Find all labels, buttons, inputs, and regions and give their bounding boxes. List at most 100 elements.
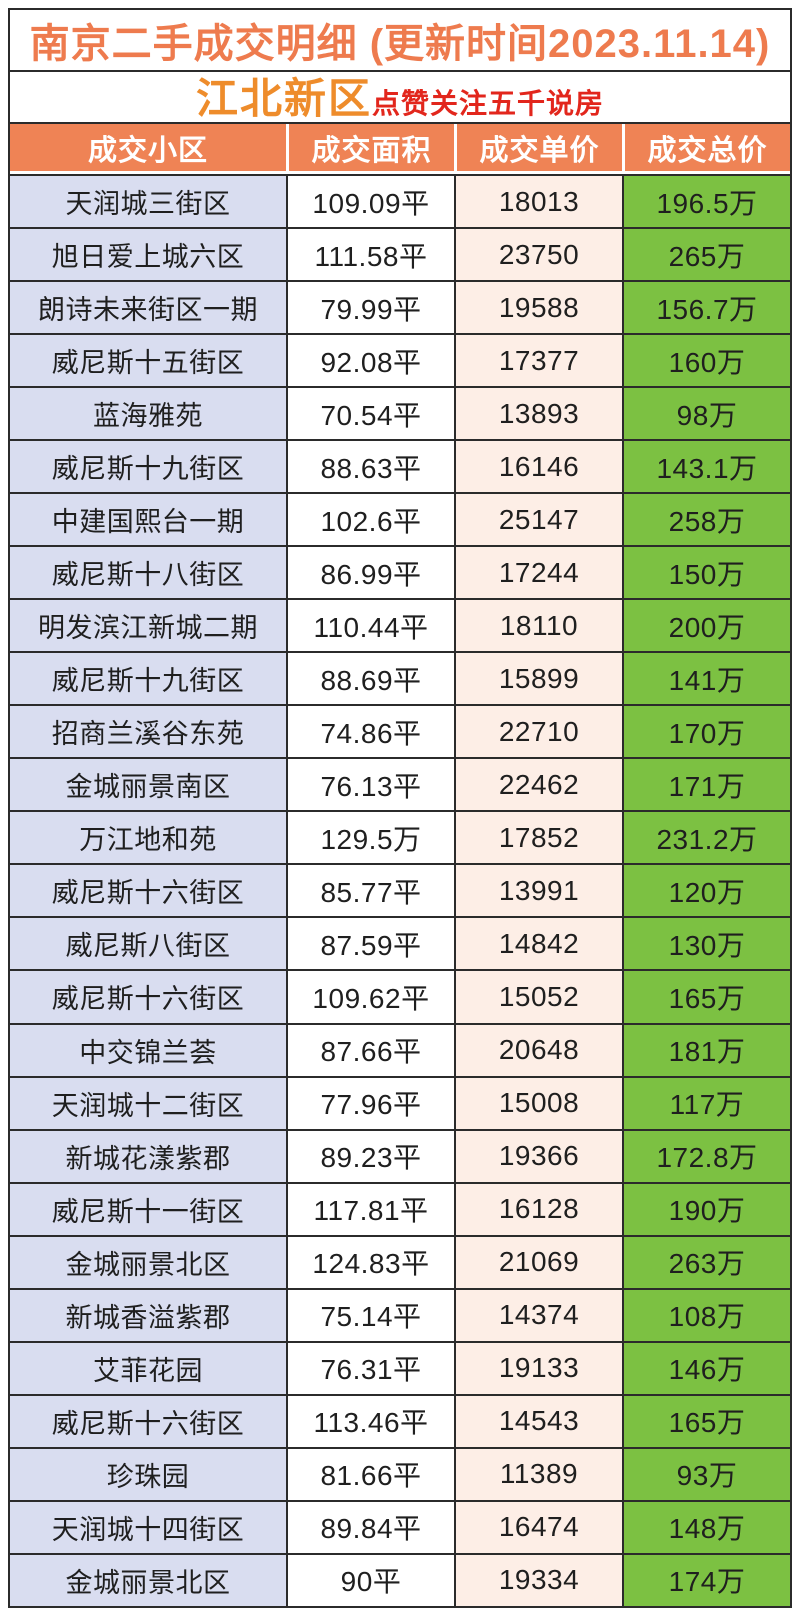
- community-cell: 朗诗未来街区一期: [10, 282, 286, 334]
- table-row: 新城花漾紫郡 89.23平 19366 172.8万: [10, 1128, 790, 1182]
- area-cell: 117.81平: [286, 1183, 454, 1235]
- area-cell: 86.99平: [286, 547, 454, 599]
- area-cell: 113.46平: [286, 1395, 454, 1447]
- total-price-cell: 143.1万: [622, 441, 790, 493]
- total-price-cell: 181万: [622, 1024, 790, 1076]
- column-header-3: 成交总价: [622, 124, 790, 171]
- table-row: 威尼斯十九街区 88.69平 15899 141万: [10, 651, 790, 705]
- table-row: 威尼斯十九街区 88.63平 16146 143.1万: [10, 439, 790, 493]
- table-row: 招商兰溪谷东苑 74.86平 22710 170万: [10, 704, 790, 758]
- total-price-cell: 156.7万: [622, 282, 790, 334]
- area-cell: 85.77平: [286, 865, 454, 917]
- area-cell: 79.99平: [286, 282, 454, 334]
- community-cell: 艾菲花园: [10, 1342, 286, 1394]
- community-cell: 威尼斯十一街区: [10, 1183, 286, 1235]
- table-row: 中交锦兰荟 87.66平 20648 181万: [10, 1022, 790, 1076]
- table-row: 威尼斯十六街区 109.62平 15052 165万: [10, 969, 790, 1023]
- table-row: 中建国熙台一期 102.6平 25147 258万: [10, 492, 790, 546]
- unit-price-cell: 13893: [454, 388, 622, 440]
- total-price-cell: 200万: [622, 600, 790, 652]
- column-header-0: 成交小区: [87, 134, 208, 167]
- area-cell: 109.62平: [286, 971, 454, 1023]
- unit-price-cell: 13991: [454, 865, 622, 917]
- district-label: 江北新区: [195, 75, 372, 122]
- area-cell: 76.31平: [286, 1342, 454, 1394]
- table-row: 珍珠园 81.66平 11389 93万: [10, 1446, 790, 1500]
- community-cell: 威尼斯十五街区: [10, 335, 286, 387]
- community-cell: 金城丽景北区: [10, 1236, 286, 1288]
- total-price-cell: 165万: [622, 971, 790, 1023]
- total-price-cell: 130万: [622, 918, 790, 970]
- community-cell: 天润城十二街区: [10, 1077, 286, 1129]
- community-cell: 威尼斯十六街区: [10, 971, 286, 1023]
- unit-price-cell: 14842: [454, 918, 622, 970]
- total-price-cell: 263万: [622, 1236, 790, 1288]
- unit-price-cell: 23750: [454, 229, 622, 281]
- area-cell: 102.6平: [286, 494, 454, 546]
- unit-price-cell: 19588: [454, 282, 622, 334]
- unit-price-cell: 19133: [454, 1342, 622, 1394]
- area-cell: 75.14平: [286, 1289, 454, 1341]
- area-cell: 111.58平: [286, 229, 454, 281]
- community-cell: 威尼斯十九街区: [10, 653, 286, 705]
- total-price-cell: 258万: [622, 494, 790, 546]
- table-row: 威尼斯十六街区 113.46平 14543 165万: [10, 1393, 790, 1447]
- table-row: 朗诗未来街区一期 79.99平 19588 156.7万: [10, 280, 790, 334]
- table-row: 威尼斯十五街区 92.08平 17377 160万: [10, 333, 790, 387]
- unit-price-cell: 15008: [454, 1077, 622, 1129]
- community-cell: 中建国熙台一期: [10, 494, 286, 546]
- area-cell: 74.86平: [286, 706, 454, 758]
- table-row: 金城丽景北区 124.83平 21069 263万: [10, 1234, 790, 1288]
- unit-price-cell: 21069: [454, 1236, 622, 1288]
- total-price-cell: 171万: [622, 759, 790, 811]
- table-row: 天润城十二街区 77.96平 15008 117万: [10, 1075, 790, 1129]
- community-cell: 威尼斯八街区: [10, 918, 286, 970]
- total-price-cell: 165万: [622, 1395, 790, 1447]
- area-cell: 88.63平: [286, 441, 454, 493]
- page-title: 南京二手成交明细 (更新时间2023.11.14): [10, 10, 790, 72]
- area-cell: 88.69平: [286, 653, 454, 705]
- table-row: 威尼斯八街区 87.59平 14842 130万: [10, 916, 790, 970]
- table-frame: 南京二手成交明细 (更新时间2023.11.14) 江北新区 点赞关注五千说房 …: [8, 8, 792, 1608]
- area-cell: 89.84平: [286, 1501, 454, 1553]
- total-price-cell: 160万: [622, 335, 790, 387]
- total-price-cell: 150万: [622, 547, 790, 599]
- total-price-cell: 172.8万: [622, 1130, 790, 1182]
- community-cell: 招商兰溪谷东苑: [10, 706, 286, 758]
- unit-price-cell: 17377: [454, 335, 622, 387]
- community-cell: 天润城十四街区: [10, 1501, 286, 1553]
- area-cell: 77.96平: [286, 1077, 454, 1129]
- promo-label: 点赞关注五千说房: [372, 88, 605, 119]
- area-cell: 89.23平: [286, 1130, 454, 1182]
- area-cell: 81.66平: [286, 1448, 454, 1500]
- area-cell: 110.44平: [286, 600, 454, 652]
- table-row: 金城丽景南区 76.13平 22462 171万: [10, 757, 790, 811]
- total-price-cell: 93万: [622, 1448, 790, 1500]
- total-price-cell: 170万: [622, 706, 790, 758]
- unit-price-cell: 19366: [454, 1130, 622, 1182]
- total-price-cell: 196.5万: [622, 176, 790, 228]
- table-row: 艾菲花园 76.31平 19133 146万: [10, 1340, 790, 1394]
- community-cell: 新城香溢紫郡: [10, 1289, 286, 1341]
- table-row: 天润城三街区 109.09平 18013 196.5万: [10, 174, 790, 228]
- area-cell: 109.09平: [286, 176, 454, 228]
- community-cell: 金城丽景北区: [10, 1554, 286, 1606]
- table-body: 天润城三街区 109.09平 18013 196.5万 旭日爱上城六区 111.58平 23…: [10, 174, 790, 1606]
- total-price-cell: 108万: [622, 1289, 790, 1341]
- total-price-cell: 120万: [622, 865, 790, 917]
- unit-price-cell: 17852: [454, 812, 622, 864]
- unit-price-cell: 16474: [454, 1501, 622, 1553]
- unit-price-cell: 15052: [454, 971, 622, 1023]
- table-row: 蓝海雅苑 70.54平 13893 98万: [10, 386, 790, 440]
- community-cell: 蓝海雅苑: [10, 388, 286, 440]
- table-row: 威尼斯十八街区 86.99平 17244 150万: [10, 545, 790, 599]
- unit-price-cell: 14374: [454, 1289, 622, 1341]
- community-cell: 新城花漾紫郡: [10, 1130, 286, 1182]
- table-row: 金城丽景北区 90平 19334 174万: [10, 1552, 790, 1606]
- unit-price-cell: 16146: [454, 441, 622, 493]
- unit-price-cell: 16128: [454, 1183, 622, 1235]
- table-row: 天润城十四街区 89.84平 16474 148万: [10, 1499, 790, 1553]
- column-header-1: 成交面积: [286, 124, 454, 171]
- table-row: 旭日爱上城六区 111.58平 23750 265万: [10, 227, 790, 281]
- table-row: 威尼斯十六街区 85.77平 13991 120万: [10, 863, 790, 917]
